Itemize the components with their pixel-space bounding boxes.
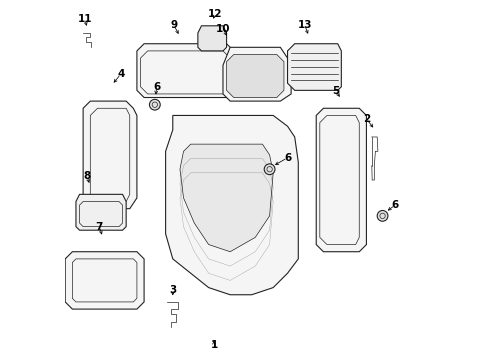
Text: 5: 5 [332, 86, 339, 96]
Circle shape [149, 99, 160, 110]
Polygon shape [316, 108, 366, 252]
Circle shape [264, 164, 274, 175]
Polygon shape [287, 44, 341, 90]
Text: 4: 4 [117, 69, 124, 79]
Polygon shape [198, 26, 226, 51]
Polygon shape [65, 252, 144, 309]
Text: 3: 3 [169, 285, 176, 296]
Text: 9: 9 [170, 20, 177, 30]
Text: 10: 10 [215, 24, 230, 34]
Text: 7: 7 [95, 222, 103, 231]
Polygon shape [165, 116, 298, 295]
Polygon shape [137, 44, 237, 98]
Text: 6: 6 [153, 82, 160, 92]
Polygon shape [226, 54, 284, 98]
Text: 11: 11 [78, 14, 92, 24]
Text: 6: 6 [391, 200, 398, 210]
Circle shape [376, 211, 387, 221]
Text: 1: 1 [210, 340, 217, 350]
Polygon shape [223, 47, 290, 101]
Text: 6: 6 [284, 153, 290, 163]
Text: 12: 12 [207, 9, 222, 19]
Text: 2: 2 [362, 114, 369, 124]
Text: 13: 13 [297, 20, 311, 30]
Polygon shape [83, 101, 137, 209]
Polygon shape [76, 194, 126, 230]
Polygon shape [180, 144, 273, 252]
Text: 8: 8 [83, 171, 90, 181]
